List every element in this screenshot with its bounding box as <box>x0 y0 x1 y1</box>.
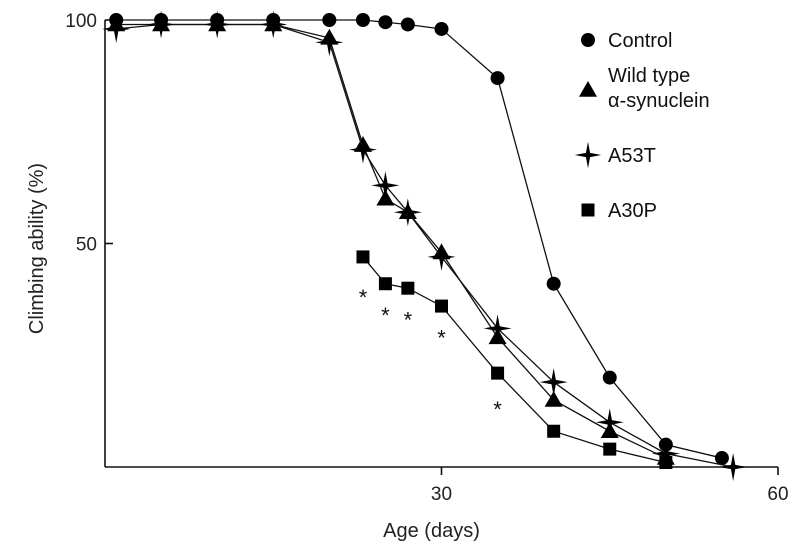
point-circle-6 <box>378 15 393 30</box>
legend-marker-star <box>574 141 602 169</box>
legend-label-circle: Control <box>608 30 672 52</box>
point-star-12 <box>651 439 680 468</box>
legend-marker-triangle <box>579 81 597 97</box>
point-star-4 <box>315 28 344 57</box>
point-star-11 <box>595 408 624 437</box>
legend: Control Wild type α-synuclein A53T A30P <box>574 30 710 222</box>
x-axis-title: Age (days) <box>383 520 480 542</box>
point-circle-13 <box>714 451 729 466</box>
point-circle-7 <box>400 17 415 32</box>
significance-marker-1: * <box>381 303 390 328</box>
point-square-4 <box>491 366 505 380</box>
point-circle-10 <box>546 276 561 291</box>
legend-marker-square <box>581 203 595 217</box>
point-square-6 <box>603 442 617 456</box>
significance-marker-2: * <box>404 307 413 332</box>
y-axis-title: Climbing ability (%) <box>26 163 48 334</box>
point-star-0 <box>102 14 131 43</box>
x-tick-label-60: 60 <box>767 484 788 505</box>
point-star-5 <box>348 135 377 164</box>
series-line-circle <box>116 19 723 459</box>
point-star-10 <box>539 368 568 397</box>
point-square-0 <box>356 250 370 264</box>
point-star-7 <box>393 198 422 227</box>
series-star <box>102 10 748 481</box>
point-square-3 <box>435 299 448 313</box>
point-star-6 <box>371 171 400 200</box>
point-star-8 <box>427 242 456 271</box>
significance-marker-4: * <box>493 397 502 422</box>
point-star-2 <box>203 10 232 39</box>
point-square-5 <box>547 424 561 438</box>
legend-marker-circle <box>581 33 595 47</box>
series-triangle <box>107 15 675 465</box>
x-tick-label-30: 30 <box>431 484 452 505</box>
point-square-1 <box>378 277 392 291</box>
significance-marker-0: * <box>359 285 368 310</box>
point-circle-4 <box>322 13 337 27</box>
legend-label-triangle: Wild type α-synuclein <box>608 65 710 112</box>
point-circle-11 <box>602 370 617 385</box>
point-star-9 <box>483 314 512 343</box>
point-square-7 <box>659 456 673 470</box>
point-star-13 <box>719 453 748 481</box>
point-star-3 <box>259 10 288 39</box>
point-star-1 <box>147 10 176 39</box>
y-tick-label-100: 100 <box>65 11 97 32</box>
legend-label-star: A53T <box>608 145 656 167</box>
point-circle-5 <box>355 13 370 27</box>
point-square-2 <box>401 281 415 295</box>
point-circle-9 <box>490 71 505 86</box>
point-triangle-10 <box>544 390 563 407</box>
point-circle-8 <box>434 21 449 36</box>
y-tick-label-50: 50 <box>76 235 97 256</box>
legend-label-square: A30P <box>608 200 657 222</box>
series-square <box>356 250 673 470</box>
significance-marker-3: * <box>437 325 446 350</box>
